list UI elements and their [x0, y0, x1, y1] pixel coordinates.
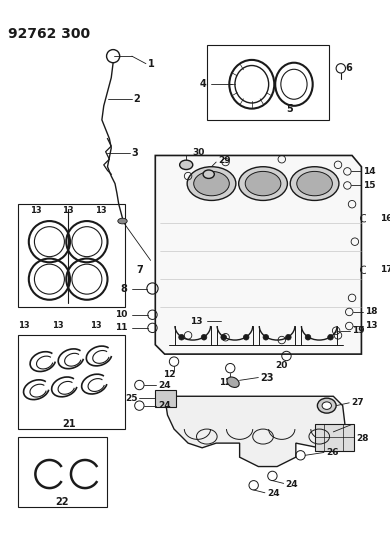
Ellipse shape: [118, 218, 127, 224]
Text: 6: 6: [346, 63, 352, 74]
Circle shape: [201, 334, 207, 340]
Text: 13: 13: [18, 321, 29, 330]
Bar: [18, 204, 125, 307]
Text: 15: 15: [363, 181, 376, 190]
Text: 12: 12: [163, 370, 176, 379]
Bar: [155, 390, 176, 407]
Circle shape: [179, 334, 184, 340]
Ellipse shape: [194, 172, 229, 196]
Text: 21: 21: [62, 419, 76, 430]
Text: 23: 23: [260, 373, 274, 383]
Text: 22: 22: [55, 497, 68, 507]
Text: 24: 24: [158, 381, 171, 390]
Ellipse shape: [180, 160, 193, 169]
Text: 13: 13: [90, 321, 101, 330]
Text: 13: 13: [95, 206, 107, 215]
Text: 5: 5: [286, 103, 292, 114]
Text: 29: 29: [218, 156, 231, 165]
Text: 18: 18: [365, 308, 378, 317]
Circle shape: [305, 334, 311, 340]
Text: 11: 11: [115, 324, 127, 333]
Ellipse shape: [297, 172, 332, 196]
Text: 30: 30: [193, 148, 205, 157]
Text: 28: 28: [357, 434, 369, 443]
Ellipse shape: [203, 170, 214, 179]
Text: 13: 13: [30, 206, 41, 215]
Ellipse shape: [245, 172, 281, 196]
Text: 24: 24: [158, 401, 171, 410]
Text: 25: 25: [125, 394, 138, 402]
Circle shape: [285, 334, 291, 340]
Circle shape: [221, 334, 227, 340]
Text: 27: 27: [351, 398, 364, 407]
Text: 8: 8: [120, 284, 127, 294]
Text: 13: 13: [52, 321, 64, 330]
Ellipse shape: [187, 167, 236, 200]
Text: 3: 3: [132, 148, 138, 158]
Text: 20: 20: [276, 361, 288, 370]
Text: 7: 7: [136, 265, 143, 275]
Text: 13: 13: [62, 206, 74, 215]
Text: 10: 10: [115, 310, 127, 319]
Text: 4: 4: [199, 79, 206, 89]
Polygon shape: [155, 156, 362, 354]
Bar: [18, 335, 125, 429]
Text: 14: 14: [363, 167, 376, 176]
Bar: [207, 45, 329, 120]
Text: 17: 17: [380, 265, 390, 274]
Ellipse shape: [239, 167, 287, 200]
Text: 1: 1: [148, 59, 154, 69]
Circle shape: [328, 334, 333, 340]
Text: 12: 12: [219, 378, 232, 387]
Text: 92762 300: 92762 300: [8, 27, 90, 41]
Text: 13: 13: [365, 321, 378, 330]
Bar: [315, 424, 354, 450]
Polygon shape: [165, 396, 346, 466]
Text: 13: 13: [190, 317, 202, 326]
Text: 2: 2: [134, 94, 140, 104]
Ellipse shape: [317, 398, 336, 413]
Ellipse shape: [290, 167, 339, 200]
Circle shape: [243, 334, 249, 340]
Text: 24: 24: [267, 489, 279, 498]
Bar: [18, 437, 106, 507]
Circle shape: [263, 334, 269, 340]
Ellipse shape: [322, 402, 332, 409]
Text: 24: 24: [285, 480, 298, 489]
Text: 26: 26: [326, 448, 338, 457]
Text: 19: 19: [352, 326, 365, 335]
Ellipse shape: [227, 377, 239, 387]
Text: 16: 16: [380, 214, 390, 223]
